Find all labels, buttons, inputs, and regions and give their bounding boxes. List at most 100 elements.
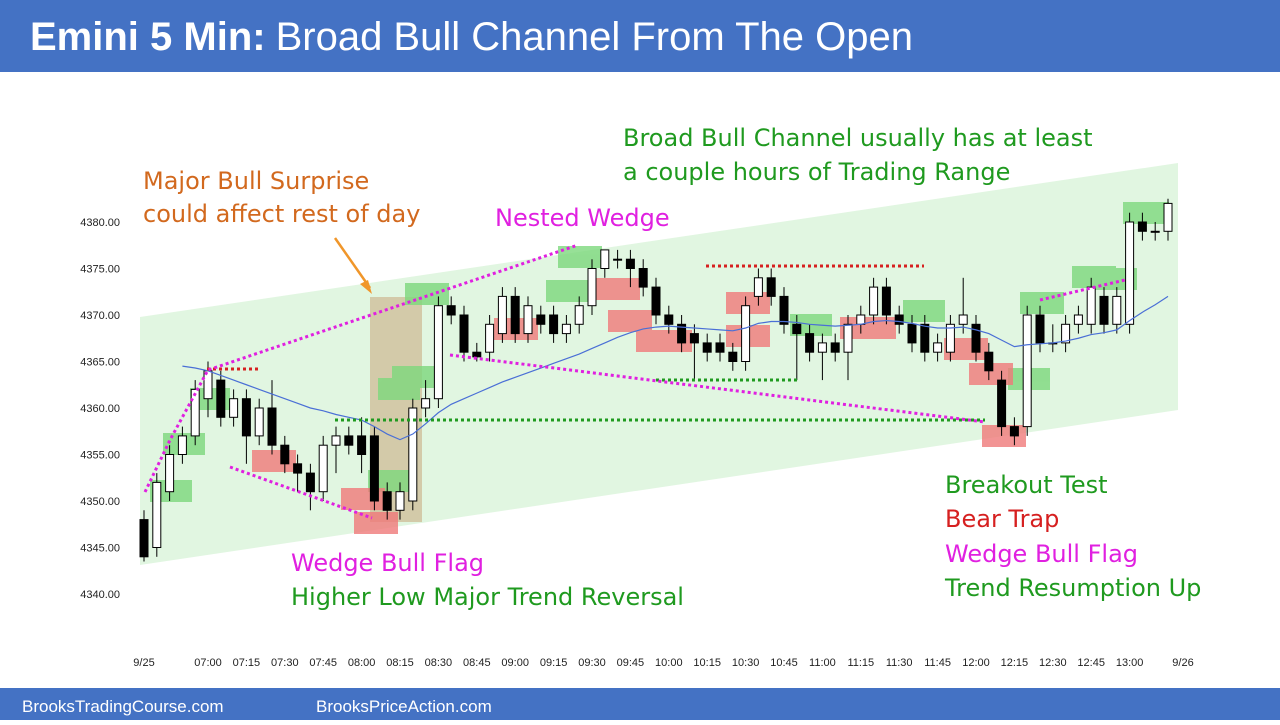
candle-body: [741, 305, 751, 363]
candle-body: [421, 398, 431, 409]
x-tick-label: 08:30: [425, 657, 453, 669]
annotation: Wedge Bull Flag: [291, 549, 484, 577]
title: Emini 5 Min: Broad Bull Channel From The …: [30, 15, 913, 59]
candle-body: [638, 268, 648, 288]
candle-body: [229, 398, 239, 418]
candle-body: [945, 323, 955, 353]
candle-body: [1099, 295, 1109, 325]
candle-body: [843, 323, 853, 353]
candle-body: [267, 407, 277, 446]
candle-body: [779, 295, 789, 325]
candle-body: [1073, 314, 1083, 325]
candle-body: [344, 435, 354, 446]
candle-body: [869, 286, 879, 316]
ema-line: [182, 295, 1169, 441]
annotation: Breakout Test: [945, 471, 1108, 499]
candle-body: [805, 333, 815, 353]
candle-body: [216, 379, 226, 418]
title-rest: Broad Bull Channel From The Open: [276, 15, 913, 59]
x-tick-label: 09:30: [578, 657, 606, 669]
candle-body: [715, 342, 725, 353]
candle-body: [1061, 323, 1071, 344]
candle-body: [472, 351, 482, 358]
candle-body: [203, 370, 213, 400]
candle-body: [997, 379, 1007, 428]
x-tick-label: 09:45: [617, 657, 645, 669]
candle-body: [933, 342, 943, 353]
x-tick-label: 09:15: [540, 657, 568, 669]
candle-body: [1163, 202, 1173, 232]
candle-body: [613, 258, 623, 261]
candle-body: [1086, 286, 1096, 325]
candle-body: [600, 249, 610, 269]
x-tick-label: 10:30: [732, 657, 760, 669]
x-tick-label: 11:00: [809, 657, 836, 669]
candle-body: [651, 286, 661, 316]
candle-body: [331, 435, 341, 446]
candle-body: [254, 407, 264, 437]
y-tick-label: 4380.00: [80, 217, 120, 229]
x-tick-label: 11:15: [847, 657, 874, 669]
annotation: Nested Wedge: [495, 204, 670, 232]
title-bold: Emini 5 Min:: [30, 15, 266, 59]
candle-body: [702, 342, 712, 353]
candle-body: [510, 295, 520, 335]
candle-body: [1035, 314, 1045, 344]
x-tick-label: 07:30: [271, 657, 299, 669]
footer-bar: [0, 688, 1280, 720]
candle-body: [433, 305, 443, 400]
candle-body: [1137, 221, 1147, 232]
candle-body: [1150, 230, 1160, 233]
annotation: Broad Bull Channel usually has at least: [623, 124, 1093, 152]
candle-body: [753, 277, 763, 297]
candle-body: [766, 277, 776, 297]
candle-body: [357, 435, 367, 455]
candle-body: [459, 314, 469, 353]
footer-link[interactable]: BrooksPriceAction.com: [316, 697, 492, 716]
candle-body: [280, 444, 290, 465]
candle-body: [587, 268, 597, 307]
candle-body: [446, 305, 456, 316]
x-tick-label: 07:15: [233, 657, 261, 669]
footer-link[interactable]: BrooksTradingCourse.com: [22, 697, 224, 716]
arrow-head: [360, 280, 372, 294]
annotation: a couple hours of Trading Range: [623, 158, 1010, 186]
candle-body: [139, 519, 149, 558]
candle-body: [152, 481, 162, 548]
candle-body: [241, 398, 251, 437]
x-tick-label: 12:45: [1077, 657, 1105, 669]
candle-body: [177, 435, 187, 455]
x-tick-label: 08:45: [463, 657, 491, 669]
candle-body: [1125, 221, 1135, 325]
x-tick-label: 12:30: [1039, 657, 1067, 669]
annotation: Major Bull Surprise: [143, 167, 369, 195]
candle-body: [920, 323, 930, 353]
x-tick-label: 10:15: [693, 657, 721, 669]
candle-body: [907, 323, 917, 344]
candles: [139, 198, 1173, 562]
x-tick-label: 13:00: [1116, 657, 1144, 669]
trend-lines: [143, 243, 1126, 520]
candle-body: [1009, 426, 1019, 437]
candle-body: [369, 435, 379, 502]
candle-body: [485, 323, 495, 353]
candle-body: [293, 463, 303, 474]
candle-body: [1112, 295, 1122, 325]
candle-body: [408, 407, 418, 502]
annotation: Wedge Bull Flag: [945, 540, 1138, 568]
candle-body: [190, 388, 200, 437]
candle-body: [894, 314, 904, 325]
annotation: Bear Trap: [945, 505, 1059, 533]
y-tick-label: 4365.00: [80, 357, 120, 369]
candle-body: [830, 342, 840, 353]
candle-body: [689, 333, 699, 344]
candle-body: [856, 314, 866, 325]
candle-body: [677, 323, 687, 344]
title-bar: [0, 0, 1280, 72]
candle-body: [971, 323, 981, 353]
candle-body: [536, 314, 546, 325]
candle-body: [984, 351, 994, 372]
candle-body: [497, 295, 507, 335]
y-tick-label: 4360.00: [80, 403, 120, 415]
